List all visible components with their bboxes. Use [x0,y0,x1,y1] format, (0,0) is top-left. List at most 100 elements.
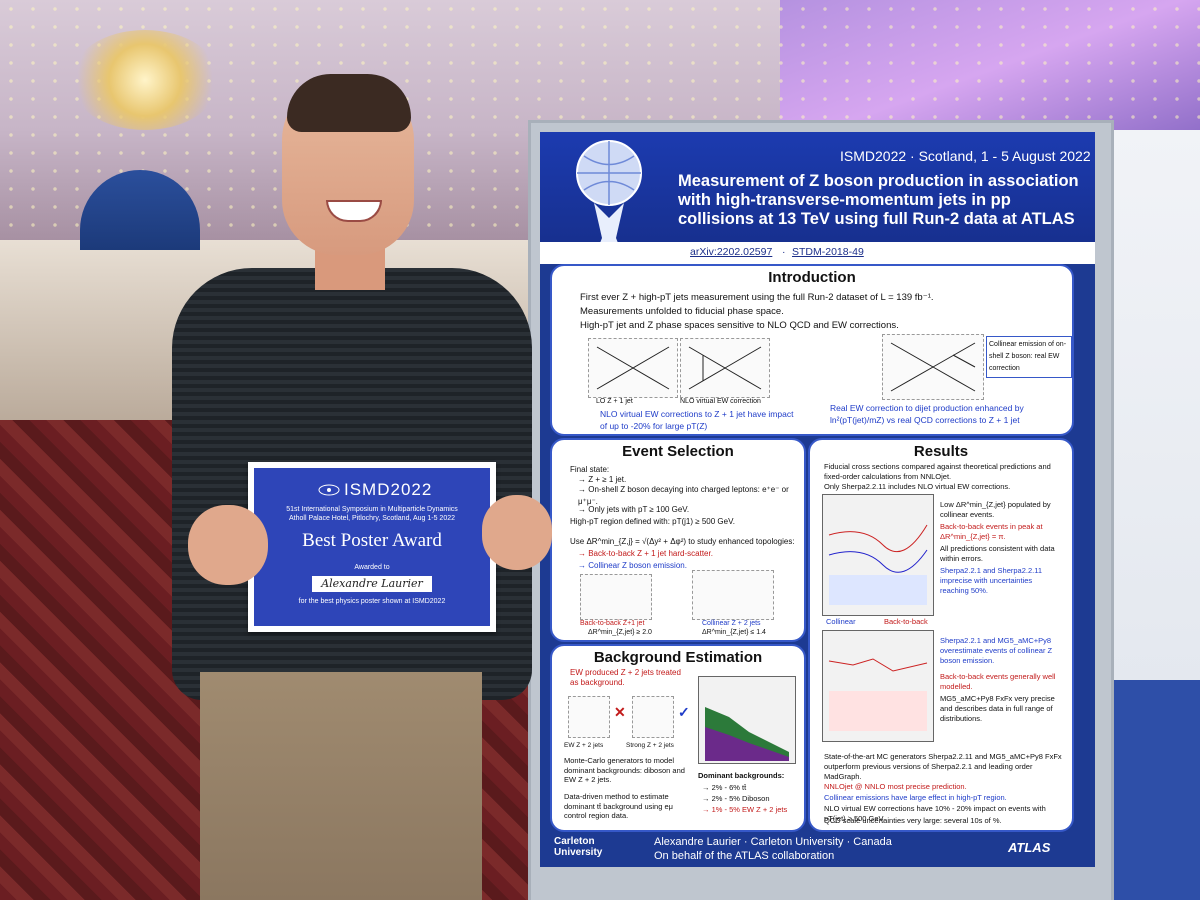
person-pants [200,672,482,900]
real-ew-diagram [882,334,984,400]
collinear-note: Collinear emission of on-shell Z boson: … [986,336,1072,378]
event-selection-title: Event Selection [622,443,734,460]
research-poster: ISMD2022 · Scotland, 1 - 5 August 2022 M… [540,132,1095,867]
background-stack-plot [698,676,796,764]
es-line-8: → Collinear Z boson emission. [578,561,687,570]
background-stack-fills [705,707,789,761]
cross-mark-icon: ✕ [614,704,626,720]
nlo-diagram-caption: NLO virtual EW correction [680,398,761,405]
nlo-feynman-lines [688,346,762,390]
certificate-award: Best Poster Award [302,530,442,551]
reference-bar [540,242,1095,264]
ew-zjj-diagram [568,696,610,738]
dominant-bg-3: → 1% - 5% EW Z + 2 jets [702,805,788,814]
collinear-caption: Collinear Z + 2 jets [702,620,761,627]
results-plot-1 [822,494,934,616]
b2b-caption: Back-to-back Z+1 jet [580,620,645,627]
poster-title: Measurement of Z boson production in ass… [678,172,1079,228]
dominant-bg-2: → 2% - 5% Diboson [702,794,770,803]
results-plot-2-curves [828,658,928,731]
bg-line-3: Data-driven method to estimate dominant … [564,792,673,820]
es-line-6: Use ΔR^min_{Z,j} = √(Δy² + Δφ²) to study… [570,537,795,546]
certificate-recipient: Alexandre Laurier [312,576,432,592]
introduction-title: Introduction [768,269,856,286]
ismd-orbit-icon [318,484,340,496]
results-line-9: MG5_aMC+Py8 FxFx very precise and descri… [940,694,1055,723]
b2b-caption-cut: ΔR^min_{Z,jet} ≥ 2.0 [588,629,652,636]
results-panel: Results Fiducial cross sections compared… [808,438,1074,832]
results-line-12: Collinear emissions have large effect in… [824,793,1007,802]
lo-diagram-caption: LO Z + 1 jet [596,398,633,405]
results-line-8: Back-to-back events generally well model… [940,672,1056,691]
atlas-experiment-logo: ATLAS [1008,840,1051,855]
certificate-for-text: for the best physics poster shown at ISM… [298,598,446,605]
adjacent-poster-board [1110,680,1200,900]
lo-diagram [588,338,678,398]
event-selection-panel: Event Selection Final state: → Z + ≥ 1 j… [550,438,806,642]
nlo-diagram [680,338,770,398]
real-ew-feynman-lines [890,342,976,392]
background-title: Background Estimation [593,649,763,666]
results-title: Results [913,443,969,460]
atlas-figure-logo [576,140,642,258]
intro-bullet-3: High-pT jet and Z phase spaces sensitive… [580,320,899,331]
certificate-symposium: 51st International Symposium in Multipar… [286,506,458,513]
poster-header: ISMD2022 · Scotland, 1 - 5 August 2022 M… [540,132,1095,258]
chandelier [70,30,220,130]
right-hand [482,495,552,570]
certificate-inner: ISMD2022 51st International Symposium in… [254,468,490,626]
results-line-2: Only Sherpa2.2.11 includes NLO virtual E… [824,482,1011,491]
es-line-1: Final state: [570,465,610,474]
arxiv-link[interactable]: arXiv:2202.02597 [690,246,773,258]
certificate-title: ISMD2022 [344,480,433,499]
bg-line-1: EW produced Z + 2 jets treated as backgr… [570,668,681,687]
collinear-topology-diagram [692,570,774,620]
es-line-4: → Only jets with pT ≥ 100 GeV. [578,505,690,514]
results-plot-2 [822,630,934,742]
person-hair [287,74,411,132]
author-line: Alexandre Laurier · Carleton University … [654,836,892,848]
intro-bullet-1: First ever Z + high-pT jets measurement … [580,292,934,303]
dominant-bg-title: Dominant backgrounds: [698,771,785,780]
results-line-11: NNLOjet @ NNLO most precise prediction. [824,782,967,791]
bg-line-2: Monte-Carlo generators to model dominant… [564,756,685,784]
left-hand [188,505,268,585]
results-line-1: Fiducial cross sections compared against… [824,462,1051,481]
intro-bullet-2: Measurements unfolded to fiducial phase … [580,306,784,317]
collinear-label: Collinear [826,617,856,626]
stdm-link[interactable]: STDM-2018-49 [792,246,864,258]
results-plot-1-curves [828,524,928,605]
conference-line: ISMD2022 · Scotland, 1 - 5 August 2022 [840,148,1091,164]
certificate-venue: Atholl Palace Hotel, Pitlochry, Scotland… [288,515,456,522]
university-logo: Carleton University [554,836,603,858]
lo-feynman-lines [596,346,670,390]
intro-note-right: Real EW correction to dijet production e… [830,403,1024,425]
es-line-3: → On-shell Z boson decaying into charged… [578,485,789,506]
results-line-14: QCD scale uncertainties very large: seve… [824,816,1002,825]
dominant-bg-1: → 2% - 6% tt̄ [702,783,747,792]
b2b-topology-diagram [580,574,652,620]
strong-zjj-caption: Strong Z + 2 jets [626,742,674,749]
strong-zjj-diagram [632,696,674,738]
es-line-2: → Z + ≥ 1 jet. [578,475,627,484]
results-line-6: Sherpa2.2.1 and Sherpa2.2.11 imprecise w… [940,566,1043,595]
results-line-5: All predictions consistent with data wit… [940,544,1055,563]
b2b-label: Back-to-back [884,617,928,626]
intro-note-left: NLO virtual EW corrections to Z + 1 jet … [600,409,794,431]
reference-separator: · [782,246,786,258]
results-line-4: Back-to-back events in peak at ΔR^min_{Z… [940,522,1043,541]
background-panel: Background Estimation EW produced Z + 2 … [550,644,806,832]
results-line-3: Low ΔR^min_{Z,jet} populated by collinea… [940,500,1051,519]
collinear-caption-cut: ΔR^min_{Z,jet} ≤ 1.4 [702,629,766,636]
award-certificate: ISMD2022 51st International Symposium in… [248,462,496,632]
results-line-13: NLO virtual EW corrections have 10% - 20… [824,804,1046,823]
certificate-awarded-to: Awarded to [354,564,390,571]
es-line-7: → Back-to-back Z + 1 jet hard-scatter. [578,549,713,558]
results-line-10: State-of-the-art MC generators Sherpa2.2… [824,752,1062,781]
poster-footer: Carleton University Alexandre Laurier · … [540,832,1095,867]
ew-zjj-caption: EW Z + 2 jets [564,742,604,749]
introduction-panel: Introduction First ever Z + high-pT jets… [550,264,1074,436]
check-mark-icon: ✓ [678,704,690,720]
results-line-7: Sherpa2.2.1 and MG5_aMC+Py8 overestimate… [940,636,1053,665]
